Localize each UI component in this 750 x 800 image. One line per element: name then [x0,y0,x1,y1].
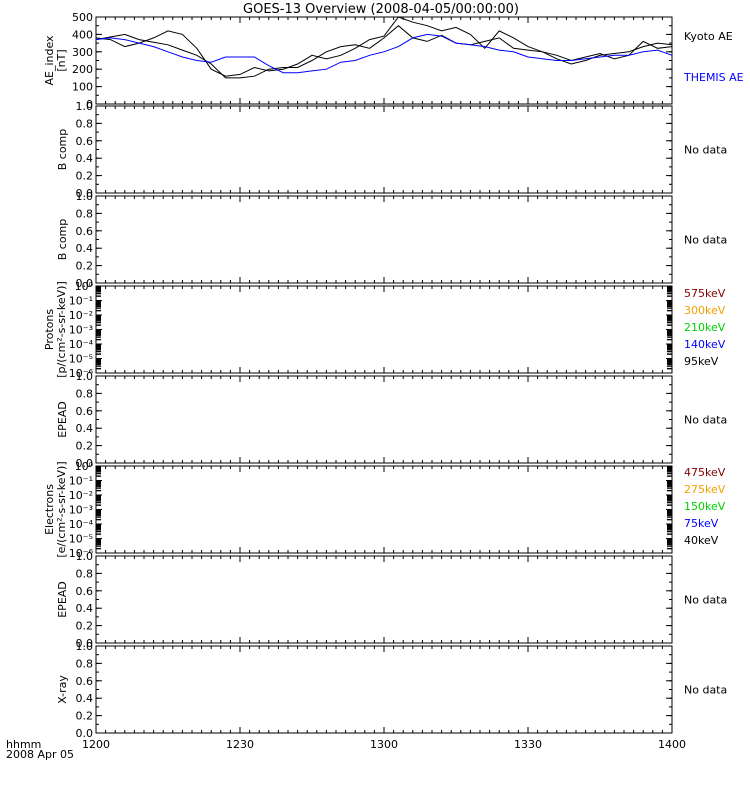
y-tick-label-bcomp2: 0.0 [76,277,94,290]
legend-ae-1: THEMIS AE [683,71,744,84]
y-tick-label-xray: 0.4 [76,692,94,705]
y-tick-label-epead1: 1.0 [76,370,94,383]
y-tick-label-bcomp1: 0.6 [76,135,94,148]
y-tick-label-epead2: 0.2 [76,620,94,633]
y-tick-label-protons: 10⁻¹ [69,295,93,308]
y-tick-label-bcomp1: 1.0 [76,100,94,113]
y-tick-label-protons: 10⁻² [69,309,93,322]
legend-electrons-3: 75keV [684,517,719,530]
y-tick-label-electrons: 10⁰ [75,460,94,473]
y-tick-label-xray: 0.0 [76,727,94,740]
y-tick-label-electrons: 10⁻⁴ [69,518,94,531]
y-axis-label-bcomp1: B comp [56,129,69,171]
legend-electrons-1: 275keV [684,483,726,496]
x-tick-label: 1400 [658,738,686,751]
panel-frame-xray [95,645,673,734]
y-tick-label-protons: 10⁻⁵ [69,353,93,366]
y-tick-label-protons: 10⁻⁶ [69,367,94,380]
y-tick-label-protons: 10⁻³ [69,324,93,337]
x-tick-label: 1230 [226,738,254,751]
y-tick-label-bcomp2: 0.2 [76,260,94,273]
y-axis-unit-ae: [nT] [55,49,68,71]
x-tick-label: 1300 [370,738,398,751]
y-tick-label-epead1: 0.2 [76,440,94,453]
y-tick-label-ae: 100 [72,81,93,94]
y-tick-label-xray: 0.8 [76,657,94,670]
y-tick-label-epead2: 0.4 [76,602,94,615]
panels-group: 0 100 200 300 400 500 AE_index [nT] Kyoto AE THEM… [43,11,744,751]
series-line-0 [95,25,673,79]
y-tick-label-ae: 400 [72,28,93,41]
y-tick-label-bcomp2: 1.0 [76,190,94,203]
y-tick-label-epead2: 0.8 [76,567,94,580]
y-tick-label-electrons: 10⁻³ [69,504,93,517]
y-tick-label-electrons: 10⁻¹ [69,475,93,488]
legend-epead2-0: No data [684,594,727,607]
legend-bcomp2-0: No data [684,234,727,247]
series-line-2 [95,33,673,74]
panel-frame-epead2 [95,555,673,644]
panel-frame-protons [95,285,673,374]
y-axis-unit-protons: [p/(cm²-s-sr-keV)] [55,281,68,378]
y-tick-label-ae: 0 [86,98,93,111]
x-tick-label: 1330 [514,738,542,751]
y-tick-label-xray: 1.0 [76,640,94,653]
y-tick-label-epead1: 0.8 [76,387,94,400]
y-tick-label-electrons: 10⁻⁵ [69,533,93,546]
panel-frame-epead1 [95,375,673,464]
time-axis-label-date: 2008 Apr 05 [6,748,74,761]
y-tick-label-bcomp2: 0.6 [76,225,94,238]
legend-electrons-0: 475keV [684,466,726,479]
series-line-1 [95,16,673,77]
y-tick-label-epead2: 1.0 [76,550,94,563]
y-tick-label-xray: 0.6 [76,675,94,688]
legend-bcomp1-0: No data [684,144,727,157]
legend-ae-0: Kyoto AE [684,30,733,43]
y-tick-label-epead1: 0.6 [76,405,94,418]
y-tick-label-protons: 10⁻⁴ [69,338,94,351]
bottom-time-axis: hhmm 2008 Apr 05 [6,738,74,761]
y-tick-label-bcomp2: 0.4 [76,242,94,255]
plot-title: GOES-13 Overview (2008-04-05/00:00:00) [243,2,519,17]
y-axis-label-bcomp2: B comp [56,219,69,261]
legend-protons-0: 575keV [684,287,726,300]
y-axis-unit-electrons: [e/(cm²-s-sr-keV)] [55,461,68,557]
y-axis-label-ae: AE_index [43,35,56,86]
y-tick-label-bcomp1: 0.8 [76,117,94,130]
legend-electrons-2: 150keV [684,500,726,513]
y-axis-label-epead2: EPEAD [56,581,69,618]
y-axis-label-epead1: EPEAD [56,401,69,438]
y-tick-label-epead2: 0.6 [76,585,94,598]
y-tick-label-epead1: 0.0 [76,457,94,470]
legend-electrons-4: 40keV [684,534,719,547]
x-tick-label: 1200 [82,738,110,751]
y-tick-label-electrons: 10⁻² [69,489,93,502]
panel-frame-bcomp1 [95,105,673,194]
y-tick-label-protons: 10⁰ [75,280,94,293]
y-tick-label-xray: 0.2 [76,710,94,723]
y-tick-label-bcomp2: 0.8 [76,207,94,220]
y-axis-label-electrons: Electrons [43,484,56,535]
y-axis-label-protons: Protons [43,309,56,350]
legend-protons-4: 95keV [684,355,719,368]
legend-protons-2: 210keV [684,321,726,334]
legend-epead1-0: No data [684,414,727,427]
y-tick-label-epead1: 0.4 [76,422,94,435]
legend-protons-3: 140keV [684,338,726,351]
y-tick-label-bcomp1: 0.4 [76,152,94,165]
time-axis-label-format: hhmm [6,738,41,751]
y-tick-label-epead2: 0.0 [76,637,94,650]
panel-frame-bcomp2 [95,195,673,284]
y-tick-label-electrons: 10⁻⁶ [69,547,94,560]
legend-protons-1: 300keV [684,304,726,317]
y-tick-label-bcomp1: 0.2 [76,170,94,183]
y-axis-label-xray: X-ray [56,675,69,704]
y-tick-label-ae: 300 [72,46,93,59]
panel-frame-electrons [95,465,673,554]
y-tick-label-ae: 200 [72,63,93,76]
y-tick-label-bcomp1: 0.0 [76,187,94,200]
legend-xray-0: No data [684,684,727,697]
y-tick-label-ae: 500 [72,11,93,24]
